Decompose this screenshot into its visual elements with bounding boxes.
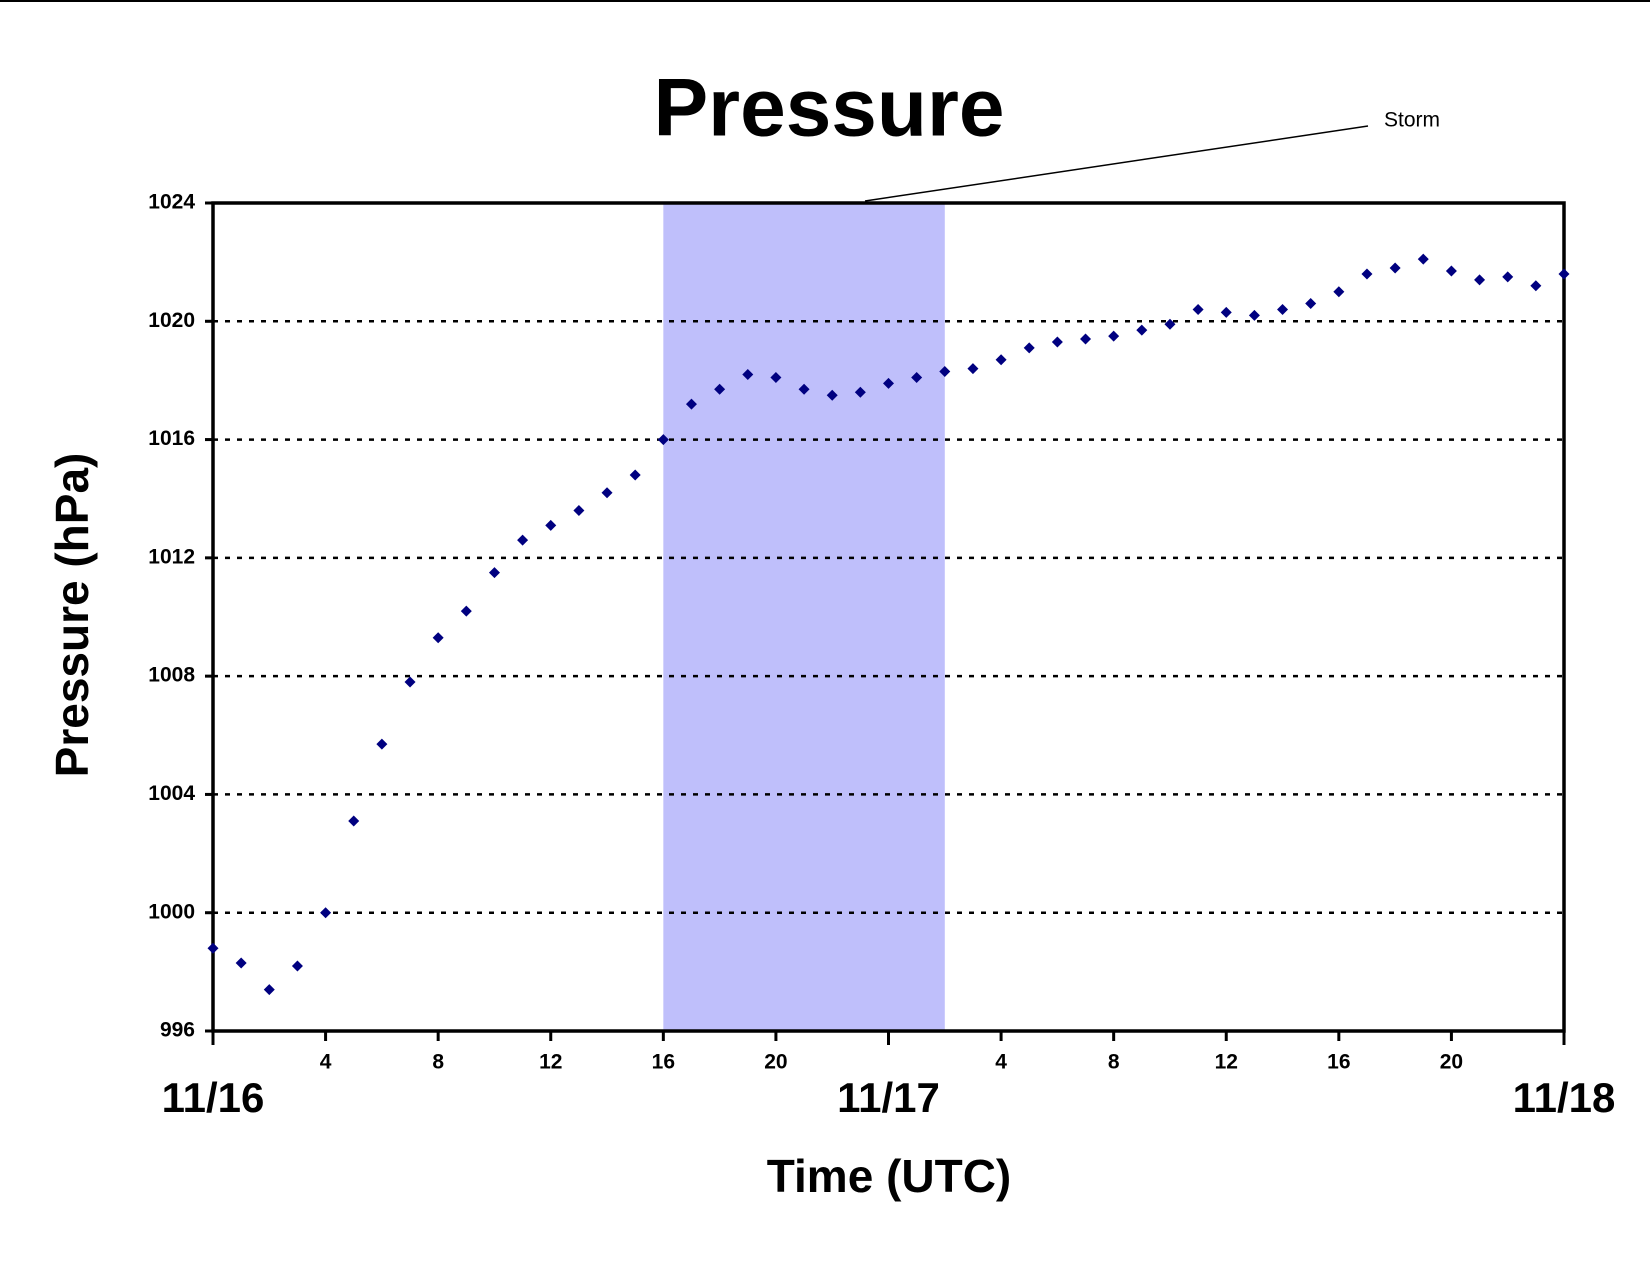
data-point bbox=[826, 389, 838, 401]
data-point bbox=[1530, 280, 1542, 292]
data-point bbox=[1474, 274, 1486, 286]
data-point bbox=[967, 363, 979, 375]
x-tick-label: 12 bbox=[1215, 1051, 1238, 1074]
data-point bbox=[404, 676, 416, 688]
data-point bbox=[1164, 318, 1176, 330]
data-point bbox=[207, 942, 219, 954]
data-point bbox=[432, 632, 444, 644]
annotation-leader bbox=[864, 125, 1369, 202]
data-point bbox=[320, 907, 332, 919]
x-axis-title: Time (UTC) bbox=[767, 1150, 1012, 1202]
data-point bbox=[629, 469, 641, 481]
annotation: Storm bbox=[1384, 109, 1440, 132]
x-tick-label: 16 bbox=[652, 1051, 675, 1074]
data-point bbox=[376, 738, 388, 750]
y-tick-label: 1012 bbox=[148, 545, 195, 568]
x-date-label: 11/16 bbox=[162, 1074, 265, 1121]
y-tick-label: 996 bbox=[160, 1019, 195, 1042]
data-point bbox=[939, 366, 951, 378]
x-tick-label: 8 bbox=[1108, 1051, 1120, 1074]
data-point bbox=[1305, 298, 1317, 310]
x-tick-label: 20 bbox=[1440, 1051, 1463, 1074]
y-tick-label: 1008 bbox=[148, 664, 195, 687]
data-point bbox=[995, 354, 1007, 366]
data-point bbox=[1080, 333, 1092, 345]
data-point bbox=[657, 434, 669, 446]
data-point bbox=[854, 386, 866, 398]
data-point bbox=[1023, 342, 1035, 354]
data-point bbox=[460, 605, 472, 617]
data-point bbox=[1051, 336, 1063, 348]
data-point bbox=[798, 383, 810, 395]
y-axis-title: Pressure (hPa) bbox=[46, 453, 98, 778]
data-point bbox=[714, 383, 726, 395]
data-point bbox=[348, 815, 360, 827]
y-tick-label: 1024 bbox=[148, 191, 195, 214]
data-point bbox=[1136, 324, 1148, 336]
chart-title: Pressure bbox=[653, 63, 1004, 154]
data-point bbox=[1333, 286, 1345, 298]
data-point bbox=[601, 487, 613, 499]
x-tick-label: 8 bbox=[432, 1051, 444, 1074]
y-tick-label: 1020 bbox=[148, 309, 195, 332]
data-point bbox=[883, 377, 894, 389]
y-tick-label: 1016 bbox=[148, 427, 195, 450]
data-point bbox=[263, 984, 275, 996]
data-point bbox=[573, 505, 585, 517]
data-point bbox=[770, 371, 782, 383]
x-tick-label: 4 bbox=[320, 1051, 332, 1074]
data-point bbox=[291, 960, 303, 972]
x-date-label: 11/17 bbox=[837, 1074, 940, 1121]
data-point bbox=[545, 519, 557, 531]
x-date-label: 11/18 bbox=[1513, 1074, 1616, 1121]
data-point bbox=[1502, 271, 1514, 283]
data-point bbox=[1248, 309, 1260, 321]
data-point bbox=[235, 957, 247, 969]
x-tick-label: 20 bbox=[764, 1051, 787, 1074]
x-tick-label: 16 bbox=[1327, 1051, 1350, 1074]
data-point bbox=[911, 371, 923, 383]
shaded-span bbox=[663, 203, 945, 1031]
x-tick-label: 4 bbox=[995, 1051, 1007, 1074]
data-point bbox=[1220, 306, 1232, 318]
x-tick-label: 12 bbox=[539, 1051, 562, 1074]
data-point bbox=[1361, 268, 1373, 280]
data-point bbox=[742, 369, 754, 381]
y-tick-label: 1000 bbox=[148, 900, 195, 923]
data-point bbox=[517, 534, 529, 546]
data-point bbox=[1277, 303, 1289, 315]
data-point bbox=[685, 398, 697, 410]
data-point bbox=[1389, 262, 1401, 274]
y-tick-label: 1004 bbox=[148, 782, 195, 805]
data-point bbox=[1445, 265, 1457, 277]
plot-frame bbox=[211, 201, 1566, 1033]
data-point bbox=[488, 567, 500, 579]
data-point bbox=[1108, 330, 1120, 342]
data-point bbox=[1417, 253, 1429, 265]
data-point bbox=[1192, 303, 1204, 315]
data-point bbox=[1558, 268, 1570, 280]
